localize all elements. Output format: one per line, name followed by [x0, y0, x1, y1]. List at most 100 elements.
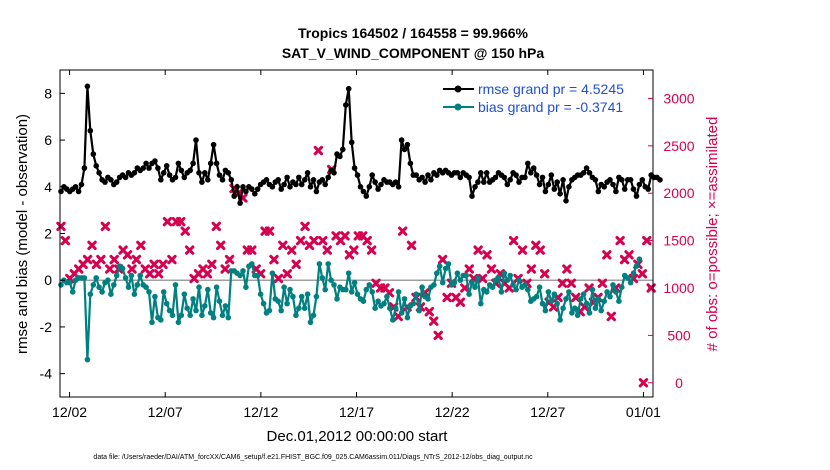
bias-point [275, 298, 282, 305]
obs-count-marker [220, 264, 230, 274]
rmse-point [143, 160, 149, 167]
rmse-point [369, 172, 376, 178]
obs-count-marker [406, 240, 417, 251]
bias-point [495, 275, 502, 281]
bias-point [293, 312, 299, 319]
bias-point [633, 263, 640, 270]
bias-point [416, 307, 423, 314]
obs-count-marker [313, 145, 324, 156]
rmse-point [287, 184, 293, 190]
obs-count-marker [278, 240, 288, 251]
obs-count-marker [429, 316, 439, 326]
obs-count-marker [624, 250, 634, 260]
bias-point [413, 291, 420, 298]
bias-point [577, 296, 584, 302]
bias-point [387, 305, 393, 312]
bias-point [613, 289, 619, 295]
rmse-point [213, 160, 220, 167]
rmse-point [525, 160, 531, 167]
rmse-point [363, 193, 370, 199]
obs-count-marker [145, 269, 155, 279]
bias-point [172, 282, 179, 288]
bias-point [507, 272, 513, 279]
obs-count-marker [273, 273, 284, 284]
obs-count-marker [291, 259, 301, 270]
bias-point [146, 289, 152, 295]
obs-count-marker [424, 306, 435, 317]
x-tick-label: 12/17 [339, 404, 374, 420]
rmse-point [560, 177, 566, 183]
bias-point [105, 277, 111, 284]
y-right-tick-label: 0 [675, 375, 683, 391]
bias-point [436, 263, 443, 270]
rmse-point [84, 83, 91, 90]
rmse-point [313, 188, 320, 195]
bias-point [67, 279, 73, 286]
rmse-point [122, 174, 129, 181]
rmse-point [281, 181, 287, 188]
obs-count-marker [295, 235, 306, 246]
obs-count-marker [349, 245, 359, 255]
bias-point [243, 284, 249, 291]
y-right-tick-label: 500 [667, 327, 691, 343]
bias-point [307, 319, 314, 326]
rmse-point [354, 172, 361, 178]
rmse-point [228, 177, 235, 183]
bias-point [134, 282, 141, 288]
rmse-point [504, 181, 511, 188]
rmse-point [140, 165, 146, 171]
rmse-point [595, 188, 602, 195]
bias-point [281, 284, 287, 291]
bias-point [160, 289, 167, 295]
x-tick-label: 12/22 [435, 404, 470, 420]
bias-point [475, 275, 481, 281]
bias-point [569, 310, 575, 316]
rmse-point [319, 177, 326, 183]
rmse-point [619, 177, 625, 183]
rmse-point [360, 188, 367, 195]
bias-point [551, 291, 558, 298]
bias-point [58, 282, 64, 288]
rmse-point [131, 170, 138, 176]
y-axis-right: 3000 2500 2000 1500 1000 500 0 [648, 90, 695, 391]
rmse-point [395, 184, 402, 190]
bias-point [442, 265, 449, 272]
rmse-point [621, 186, 628, 192]
bias-point [304, 291, 311, 298]
obs-count-marker [56, 221, 66, 232]
bias-point [445, 261, 452, 267]
rmse-point [304, 170, 311, 176]
bias-point [536, 284, 543, 291]
rmse-point [413, 172, 420, 178]
bias-point [372, 305, 378, 312]
rmse-point [522, 174, 528, 181]
bias-point [401, 296, 408, 302]
bias-point [113, 272, 120, 279]
rmse-point [325, 174, 332, 181]
obs-count-marker [437, 254, 448, 265]
rmse-point [601, 184, 607, 190]
rmse-point [296, 174, 302, 181]
bias-point [545, 289, 552, 295]
rmse-point [210, 141, 217, 148]
rmse-point [252, 191, 258, 197]
bias-point [219, 312, 226, 319]
rmse-point [472, 184, 478, 190]
bias-point [131, 291, 138, 298]
bias-point [187, 312, 193, 319]
rmse-point [207, 160, 214, 167]
bias-point [213, 284, 220, 291]
rmse-point [481, 179, 487, 185]
obs-count-marker [131, 254, 142, 265]
bias-point [81, 275, 88, 281]
bias-point [202, 303, 208, 309]
rmse-point [348, 139, 355, 146]
rmse-point [263, 177, 270, 183]
obs-count-marker [309, 235, 319, 246]
rmse-point [530, 165, 537, 171]
rmse-point [372, 179, 378, 185]
x-tick-label: 12/27 [530, 404, 565, 420]
y-right-tick-label: 1500 [663, 233, 694, 249]
bias-point [196, 284, 202, 291]
rmse-point [202, 170, 208, 176]
